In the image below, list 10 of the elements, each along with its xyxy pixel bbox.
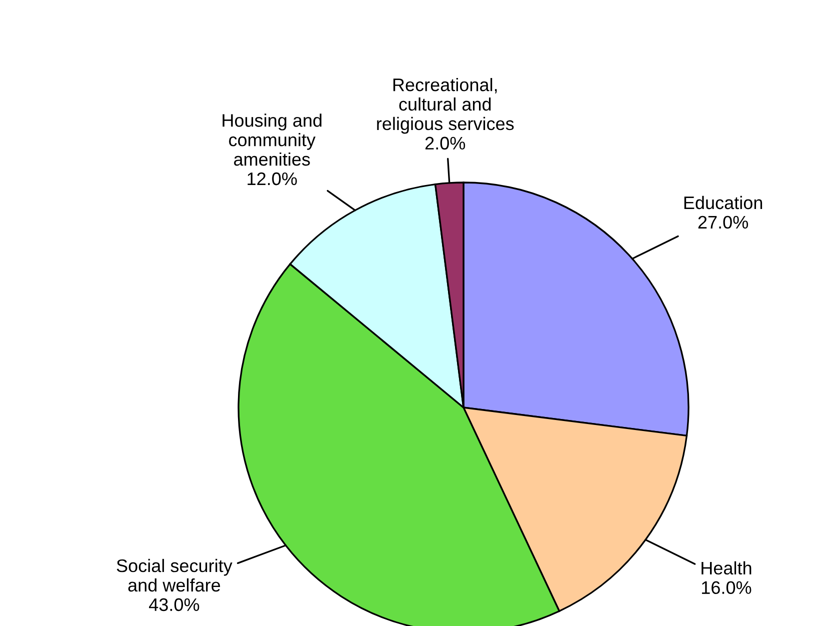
data-label: 2.0% — [425, 136, 466, 150]
slice-label: Recreational, cultural and religious services — [377, 78, 514, 134]
slice-label: Health — [702, 561, 752, 575]
slice-label: Housing and community amenities — [222, 114, 322, 166]
data-label: 43.0% — [149, 598, 200, 612]
data-label: 16.0% — [702, 581, 752, 594]
slice-label: Social security and welfare — [116, 558, 232, 592]
slice-label: Education — [684, 196, 762, 210]
data-label: 12.0% — [248, 172, 297, 186]
data-label: 27.0% — [698, 216, 748, 229]
